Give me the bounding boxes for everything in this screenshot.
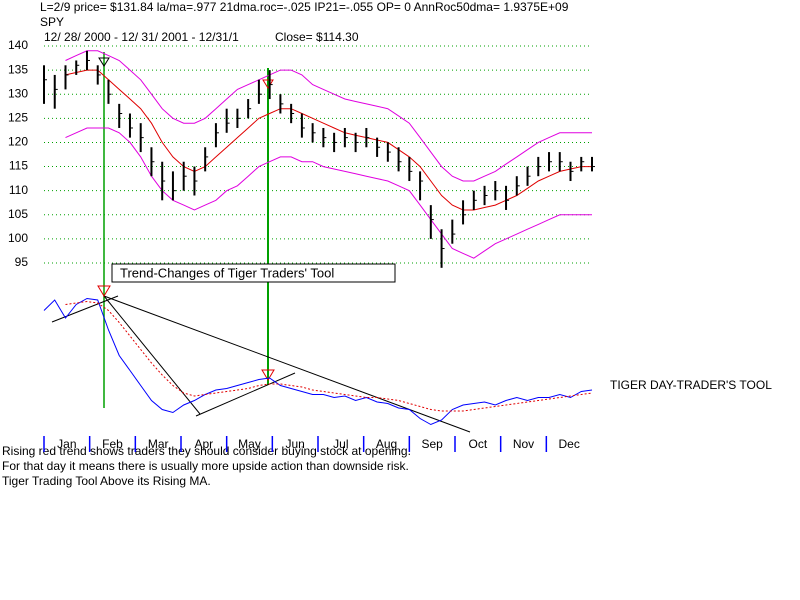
y-tick-label: 130 bbox=[8, 86, 28, 100]
symbol: SPY bbox=[40, 15, 64, 29]
panel-annotation: TIGER DAY-TRADER'S TOOL bbox=[610, 378, 772, 392]
signal-arrow bbox=[97, 285, 111, 297]
y-tick-label: 105 bbox=[8, 207, 28, 221]
x-tick-label: Feb bbox=[102, 437, 123, 451]
x-tick-label: Jun bbox=[285, 437, 304, 451]
x-tick-label: Aug bbox=[376, 437, 397, 451]
y-tick-label: 135 bbox=[8, 62, 28, 76]
indicator-line bbox=[43, 297, 593, 426]
panel-title: Trend-Changes of Tiger Traders' Tool bbox=[120, 265, 334, 280]
note: Tiger Trading Tool Above its Rising MA. bbox=[2, 474, 211, 488]
x-tick-label: May bbox=[238, 437, 261, 451]
y-tick-label: 125 bbox=[8, 111, 28, 125]
y-tick-label: 95 bbox=[15, 255, 29, 269]
stats-line: L=2/9 price= $131.84 la/ma=.977 21dma.ro… bbox=[40, 0, 569, 14]
trend-line bbox=[103, 295, 201, 415]
y-tick-label: 120 bbox=[8, 135, 28, 149]
note: For that day it means there is usually m… bbox=[2, 459, 409, 473]
signal-arrow bbox=[261, 369, 275, 381]
x-tick-label: Oct bbox=[468, 437, 487, 451]
x-tick-label: Jan bbox=[57, 437, 76, 451]
y-tick-label: 140 bbox=[8, 38, 28, 52]
indicator-line bbox=[65, 300, 593, 412]
price-line bbox=[65, 69, 592, 211]
trend-line bbox=[195, 372, 296, 417]
x-tick-label: Nov bbox=[513, 437, 534, 451]
x-tick-label: Mar bbox=[148, 437, 169, 451]
label-box bbox=[111, 263, 396, 283]
note: Rising red trend shows traders they shou… bbox=[2, 444, 411, 458]
y-tick-label: 100 bbox=[8, 231, 28, 245]
x-tick-label: Dec bbox=[558, 437, 579, 451]
date-range: 12/ 28/ 2000 - 12/ 31/ 2001 - 12/31/1 bbox=[44, 30, 239, 44]
price-line bbox=[65, 127, 592, 259]
signal-arrow bbox=[98, 57, 110, 67]
y-tick-label: 115 bbox=[9, 159, 28, 173]
x-tick-label: Sep bbox=[421, 437, 443, 451]
close-price: Close= $114.30 bbox=[275, 30, 359, 44]
x-tick-label: Apr bbox=[194, 437, 213, 451]
x-tick-label: Jul bbox=[333, 437, 348, 451]
y-tick-label: 110 bbox=[9, 183, 28, 197]
price-line bbox=[65, 50, 592, 182]
